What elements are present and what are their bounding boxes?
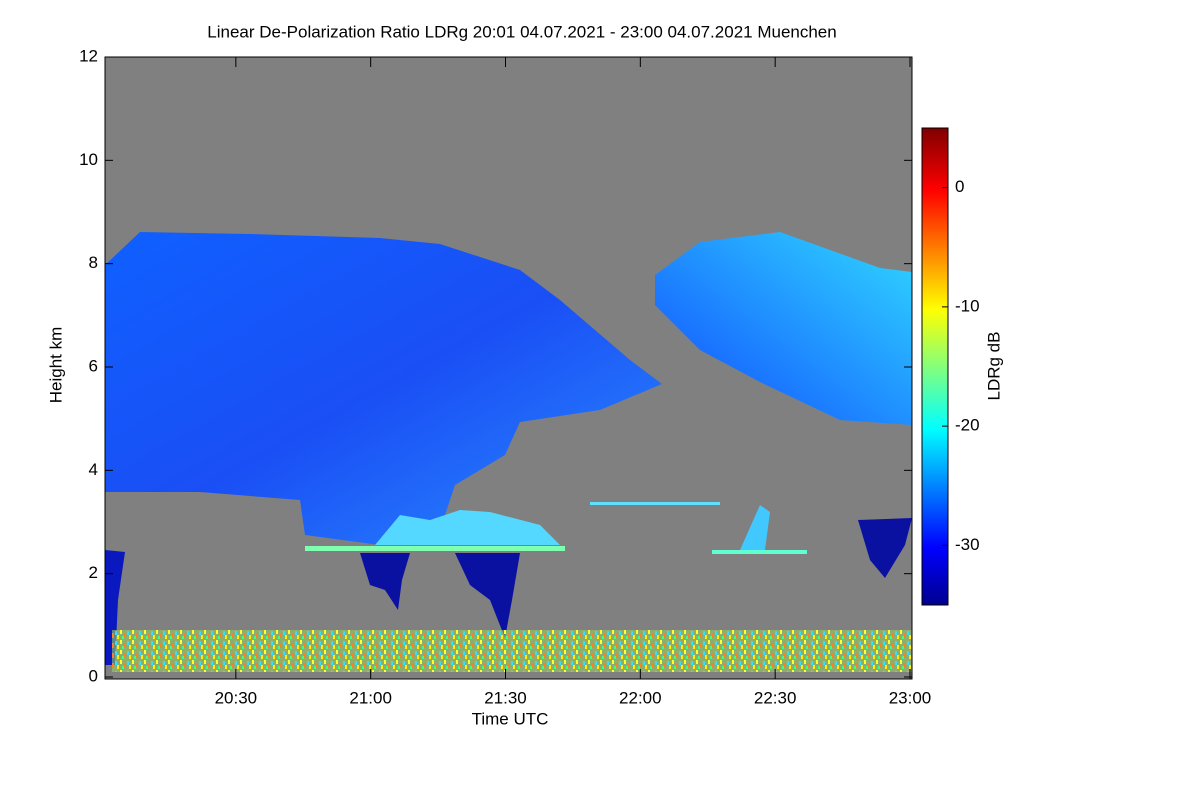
fall-streak [360,553,410,610]
y-tick-label: 10 [79,150,98,169]
colorbar-label: LDRg dB [984,332,1003,401]
noise-band [112,630,912,672]
x-tick-label: 22:30 [754,688,797,707]
x-tick-label: 21:00 [349,688,392,707]
colorbar-tick-label: -10 [955,296,980,315]
plot-frame [104,56,913,680]
x-tick-label: 22:00 [619,688,662,707]
colorbar-tick-label: -30 [955,535,980,554]
fall-streak [455,553,520,638]
x-tick-label: 21:30 [484,688,527,707]
fall-streak [858,518,912,578]
y-tick-label: 8 [89,253,98,272]
x-tick-label: 20:30 [215,688,258,707]
colorbar-tick-label: -20 [955,416,980,435]
cloud-band [712,550,807,554]
cloud-band [305,546,565,551]
fall-streak [105,550,125,665]
cloud-band [590,502,720,505]
colorbar-tick-label: 0 [955,177,964,196]
y-tick-label: 2 [89,563,98,582]
cloud-patch [740,505,770,550]
x-tick-label: 23:00 [889,688,932,707]
cloud-patch [375,510,560,545]
y-axis-label: Height km [46,327,65,404]
x-axis-label: Time UTC [472,709,549,728]
cloud [655,232,912,425]
plot-area [104,56,913,680]
y-tick-label: 6 [89,356,98,375]
chart-title: Linear De-Polarization Ratio LDRg 20:01 … [207,22,836,41]
colorbar [921,127,949,606]
cloud [105,232,662,545]
y-tick-label: 12 [79,46,98,65]
y-tick-label: 0 [89,666,98,685]
y-tick-label: 4 [89,460,98,479]
